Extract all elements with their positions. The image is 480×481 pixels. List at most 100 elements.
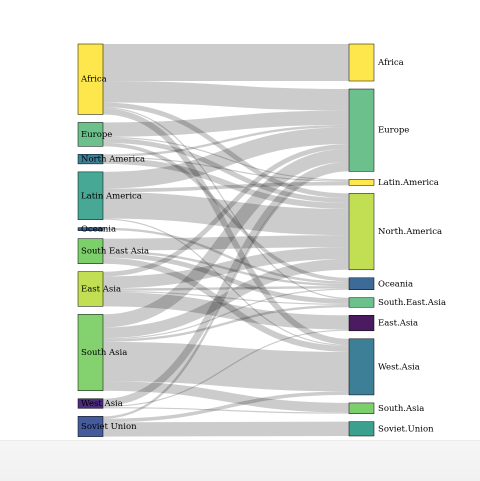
target-node-label-east-asia: East.Asia	[378, 319, 418, 329]
target-node-rect-west-asia	[348, 338, 375, 396]
link-north-america-to-europe-t	[102, 124, 350, 157]
target-node-rect-south-asia	[348, 402, 375, 414]
link-africa-to-europe-t	[102, 81, 350, 111]
target-node-label-europe: Europe	[378, 126, 409, 136]
target-node-soviet-union: Soviet.Union	[348, 421, 434, 437]
target-node-west-asia: West.Asia	[348, 338, 420, 396]
links-layer	[102, 44, 350, 437]
link-africa-to-north-america	[102, 102, 350, 199]
target-node-africa: Africa	[348, 43, 404, 82]
target-node-north-america: North.America	[348, 193, 442, 271]
link-oceania-to-oceania-t	[102, 227, 350, 284]
target-node-europe: Europe	[348, 88, 409, 172]
source-node-south-asia: South Asia	[77, 314, 127, 392]
source-node-rect-south-asia	[77, 314, 104, 392]
source-node-label-oceania: Oceania	[81, 225, 116, 235]
target-node-rect-latin-america	[348, 179, 375, 186]
target-node-rect-east-asia	[348, 315, 375, 332]
source-node-north-america: North America	[77, 154, 145, 165]
link-south-east-asia-to-west-asia	[102, 257, 350, 352]
link-east-asia-to-south-east-asia	[102, 290, 350, 305]
target-node-label-africa: Africa	[377, 58, 404, 68]
link-latin-america-to-north-america	[102, 192, 350, 236]
link-europe-to-europe-t	[102, 110, 350, 137]
link-east-asia-to-oceania-t	[102, 286, 350, 291]
link-north-america-to-latin-america	[102, 156, 350, 182]
link-latin-america-to-west-asia	[102, 218, 350, 346]
target-node-label-oceania: Oceania	[378, 279, 413, 289]
page-footer-band	[0, 440, 480, 481]
target-node-oceania: Oceania	[348, 277, 413, 290]
link-east-asia-to-north-america	[102, 247, 350, 289]
source-node-south-east-asia: South East Asia	[77, 238, 149, 264]
link-soviet-union-to-soviet-union	[102, 421, 350, 437]
source-node-rect-east-asia	[77, 271, 104, 307]
source-node-rect-north-america	[77, 154, 104, 165]
target-node-rect-africa	[348, 43, 375, 82]
source-node-rect-europe	[77, 122, 104, 147]
source-node-label-south-asia: South Asia	[81, 348, 127, 358]
nodes-layer: Africa Europe North America Latin America Oc…	[77, 43, 446, 437]
source-node-rect-latin-america	[77, 171, 104, 220]
link-west-asia-to-east-asia	[102, 329, 350, 408]
target-node-label-latin-america: Latin.America	[378, 178, 439, 188]
source-node-label-latin-america: Latin America	[81, 191, 142, 201]
link-europe-to-latin-america	[102, 136, 350, 181]
target-node-rect-oceania	[348, 277, 375, 290]
link-africa-to-south-east-asia	[102, 107, 350, 299]
link-europe-to-north-america	[102, 137, 350, 203]
source-node-latin-america: Latin America	[77, 171, 142, 220]
source-node-east-asia: East Asia	[77, 271, 121, 307]
link-soviet-union-to-west-asia	[102, 391, 350, 423]
source-node-rect-south-east-asia	[77, 238, 104, 264]
source-node-rect-oceania	[77, 227, 104, 231]
target-node-east-asia: East.Asia	[348, 315, 418, 332]
source-node-rect-africa	[77, 43, 104, 115]
link-soviet-union-to-europe-t	[102, 169, 350, 419]
source-node-label-south-east-asia: South East Asia	[81, 247, 149, 257]
target-node-label-soviet-union: Soviet.Union	[378, 424, 434, 434]
link-east-asia-to-east-asia	[102, 292, 350, 330]
source-node-soviet-union: Soviet Union	[77, 416, 137, 437]
target-node-rect-soviet-union	[348, 421, 375, 437]
link-south-asia-to-south-east-asia	[102, 304, 350, 342]
link-latin-america-to-europe-t	[102, 127, 350, 189]
link-latin-america-to-latin-america	[102, 181, 350, 193]
target-node-south-asia: South.Asia	[348, 402, 424, 414]
target-node-rect-europe	[348, 88, 375, 172]
link-africa-to-west-asia	[102, 108, 350, 345]
target-node-rect-south-east-asia	[348, 297, 375, 308]
link-europe-to-oceania-t	[102, 142, 350, 282]
source-node-label-soviet-union: Soviet Union	[81, 422, 137, 432]
link-south-asia-to-europe-t	[102, 148, 350, 328]
source-node-africa: Africa	[77, 43, 107, 115]
source-node-label-east-asia: East Asia	[81, 285, 121, 295]
source-node-europe: Europe	[77, 122, 112, 147]
link-south-asia-to-west-asia	[102, 341, 350, 392]
sankey-diagram: Africa Europe North America Latin America Oc…	[77, 43, 446, 437]
target-node-label-south-asia: South.Asia	[378, 404, 424, 414]
source-node-west-asia: West Asia	[77, 398, 123, 409]
link-west-asia-to-europe-t	[102, 161, 350, 406]
source-node-label-north-america: North America	[81, 155, 145, 165]
source-node-rect-west-asia	[77, 398, 104, 409]
link-south-asia-to-oceania-t	[102, 288, 350, 340]
source-node-oceania: Oceania	[77, 225, 116, 235]
target-node-label-north-america: North.America	[378, 227, 442, 237]
link-south-east-asia-to-north-america	[102, 235, 350, 251]
source-node-rect-soviet-union	[77, 416, 104, 437]
link-east-asia-to-europe-t	[102, 143, 350, 277]
link-south-asia-to-north-america	[102, 259, 350, 339]
link-west-asia-to-south-asia	[102, 407, 350, 414]
target-node-label-west-asia: West.Asia	[378, 362, 420, 372]
target-node-label-south-east-asia: South.East.Asia	[378, 298, 446, 308]
target-node-rect-north-america	[348, 193, 375, 271]
target-node-south-east-asia: South.East.Asia	[348, 297, 446, 308]
source-node-label-africa: Africa	[80, 75, 107, 85]
link-north-america-to-north-america	[102, 157, 350, 209]
link-south-east-asia-to-south-east-asia	[102, 252, 350, 304]
link-south-asia-to-south-asia	[102, 381, 350, 413]
link-south-east-asia-to-oceania-t	[102, 250, 350, 287]
target-node-latin-america: Latin.America	[348, 178, 439, 188]
